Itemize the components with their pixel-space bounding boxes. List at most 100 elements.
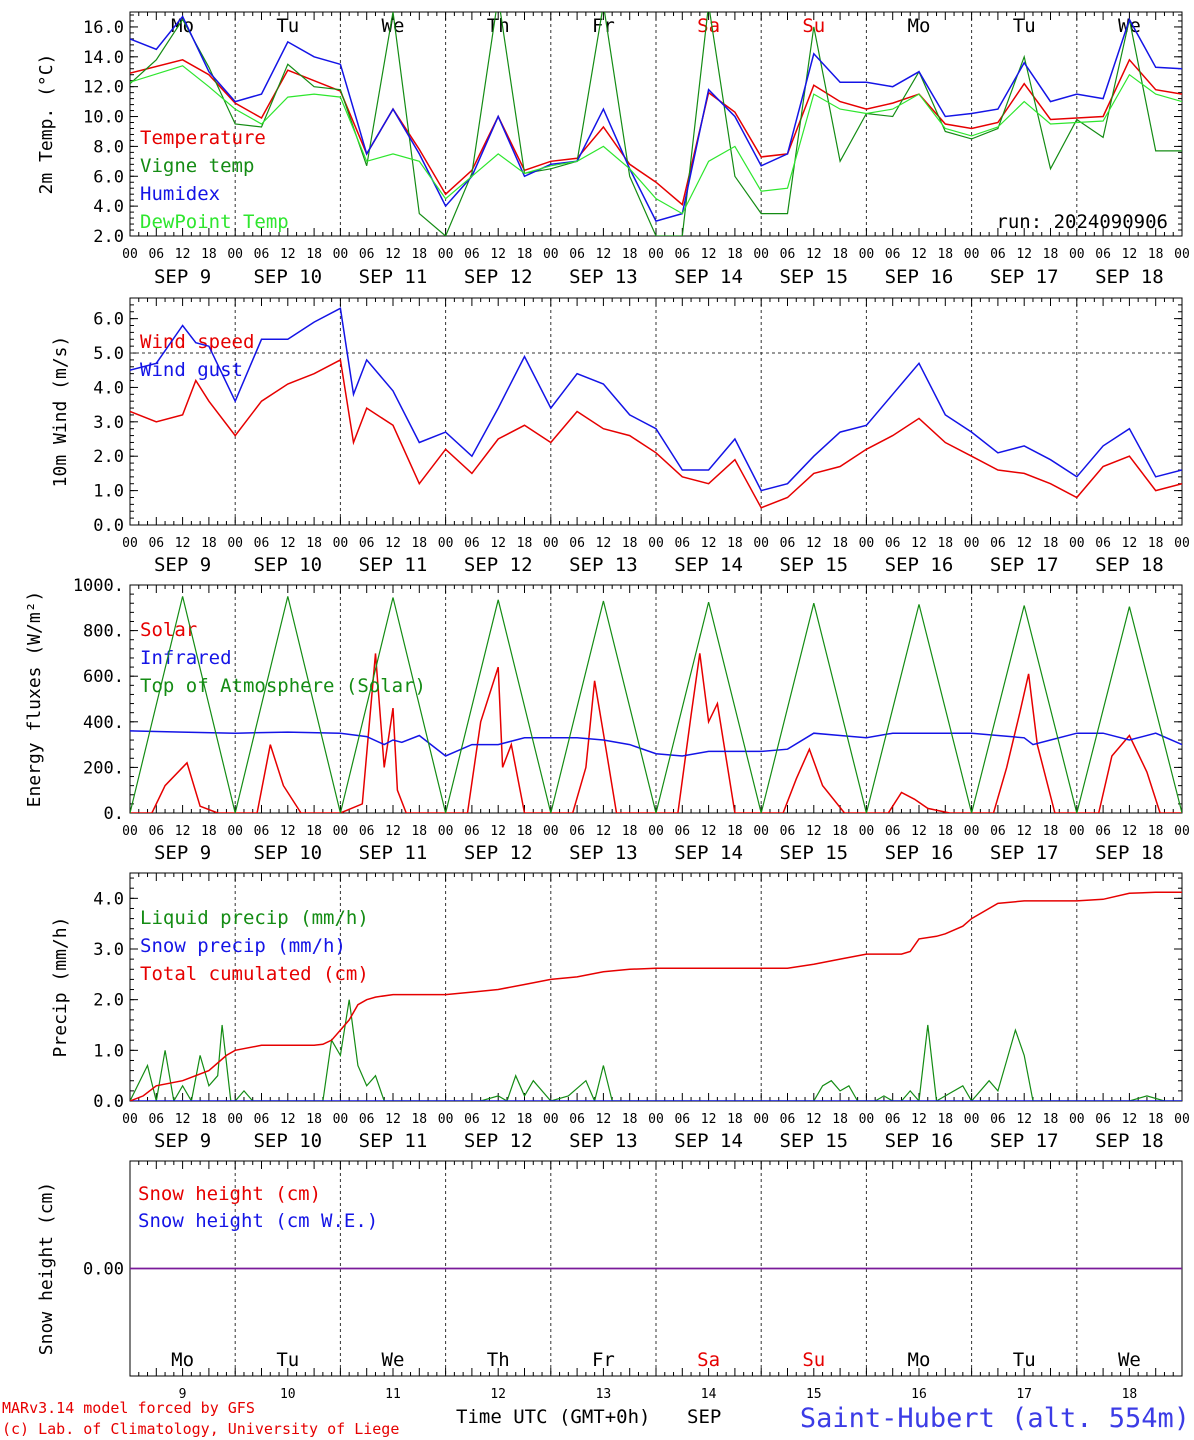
x-hour-label: 18 [832, 536, 848, 551]
x-hour-label: 18 [201, 536, 217, 551]
x-hour-label: 06 [464, 1112, 480, 1127]
x-hour-label: 12 [701, 247, 717, 262]
x-hour-label: 18 [517, 824, 533, 839]
x-hour-label: 18 [937, 1112, 953, 1127]
x-hour-label: 18 [727, 824, 743, 839]
x-hour-label: 06 [885, 536, 901, 551]
x-hour-label: 12 [806, 824, 822, 839]
x-hour-label: 06 [359, 247, 375, 262]
x-hour-label: 06 [1095, 247, 1111, 262]
y-tick-label: 12.0 [83, 78, 124, 98]
x-hour-label: 12 [385, 1112, 401, 1127]
x-date-label: SEP 16 [885, 266, 954, 288]
x-hour-label: 06 [990, 1112, 1006, 1127]
x-hour-label: 18 [1148, 824, 1164, 839]
day-number-label: 13 [596, 1387, 612, 1402]
x-hour-label: 18 [1043, 247, 1059, 262]
y-tick-label: 1000. [73, 576, 124, 596]
day-number-label: 17 [1016, 1387, 1032, 1402]
x-hour-label: 12 [911, 1112, 927, 1127]
y-tick-label: 1.0 [93, 1041, 124, 1061]
x-hour-label: 00 [859, 824, 875, 839]
x-hour-label: 00 [122, 824, 138, 839]
x-date-label: SEP 18 [1095, 554, 1164, 576]
day-abbr-label: Sa [697, 15, 720, 37]
x-hour-label: 12 [806, 247, 822, 262]
x-hour-label: 12 [175, 824, 191, 839]
x-hour-label: 18 [937, 247, 953, 262]
day-number-label: 11 [385, 1387, 401, 1402]
x-hour-label: 12 [385, 536, 401, 551]
x-hour-label: 00 [227, 824, 243, 839]
x-hour-label: 00 [438, 1112, 454, 1127]
x-hour-label: 12 [1122, 536, 1138, 551]
x-hour-label: 00 [543, 1112, 559, 1127]
x-hour-label: 00 [859, 247, 875, 262]
day-abbr-label: We [1118, 1349, 1141, 1371]
y-tick-label: 4.0 [93, 889, 124, 909]
x-hour-label: 00 [859, 536, 875, 551]
day-abbr-label: Mo [171, 1349, 194, 1371]
x-hour-label: 00 [964, 536, 980, 551]
x-hour-label: 06 [885, 1112, 901, 1127]
day-number-label: 12 [490, 1387, 506, 1402]
x-date-label: SEP 16 [885, 1130, 954, 1152]
x-hour-label: 18 [201, 824, 217, 839]
day-abbr-label: Tu [276, 15, 299, 37]
x-hour-label: 18 [517, 536, 533, 551]
day-abbr-label: Tu [276, 1349, 299, 1371]
x-date-label: SEP 14 [674, 266, 743, 288]
x-date-label: SEP 15 [779, 266, 848, 288]
panel-snow: 0.00 Snow height (cm) Snow height (cm) Snow… [36, 1160, 1183, 1402]
x-date-label: SEP 18 [1095, 266, 1164, 288]
y-tick-label: 6.0 [93, 310, 124, 330]
x-hour-label: 18 [1043, 536, 1059, 551]
x-date-label: SEP 12 [464, 554, 533, 576]
x-hour-label: 12 [1016, 824, 1032, 839]
legend-entry: Infrared [140, 647, 232, 669]
x-date-label: SEP 11 [359, 842, 428, 864]
x-hour-label: 06 [148, 536, 164, 551]
x-date-label: SEP 13 [569, 266, 638, 288]
legend-entry: Temperature [140, 127, 266, 149]
y-axis-label: Energy fluxes (W/m²) [24, 591, 45, 808]
legend-entry: Snow height (cm) [138, 1183, 321, 1205]
x-hour-label: 06 [780, 247, 796, 262]
series-line-temperature [130, 58, 1182, 206]
day-abbr-label: We [1118, 15, 1141, 37]
series-line-wind-gust [130, 307, 1182, 492]
panel-precip: 0.0 1.0 2.0 3.0 4.0 Precip (mm/h) 00 06 12 18 00 06… [50, 872, 1190, 1152]
run-label: run: 2024090906 [996, 211, 1168, 233]
legend-entry: Solar [140, 619, 197, 641]
series-line-top-of-atmosphere-solar- [130, 596, 1182, 813]
x-date-label: SEP 13 [569, 1130, 638, 1152]
y-tick-label: 4.0 [93, 197, 124, 217]
x-hour-label: 00 [122, 536, 138, 551]
x-hour-label: 00 [1174, 824, 1190, 839]
x-hour-label: 00 [227, 536, 243, 551]
x-hour-label: 06 [1095, 1112, 1111, 1127]
x-hour-label: 00 [1069, 536, 1085, 551]
y-tick-label: 4.0 [93, 378, 124, 398]
x-hour-label: 12 [701, 536, 717, 551]
x-hour-label: 06 [674, 536, 690, 551]
x-hour-label: 18 [201, 247, 217, 262]
x-hour-label: 06 [1095, 536, 1111, 551]
day-abbr-label: We [382, 15, 405, 37]
x-date-label: SEP 17 [990, 266, 1059, 288]
x-hour-label: 06 [464, 247, 480, 262]
x-hour-label: 00 [964, 1112, 980, 1127]
footer-model: MARv3.14 model forced by GFS [2, 1399, 255, 1417]
x-hour-label: 12 [280, 1112, 296, 1127]
y-tick-label: 3.0 [93, 413, 124, 433]
x-hour-label: 12 [596, 536, 612, 551]
x-hour-label: 00 [438, 247, 454, 262]
panel-wind: 0.0 1.0 2.0 3.0 4.0 5.0 6.0 10m Wind (m/s) 00 06 1… [50, 297, 1190, 576]
x-hour-label: 06 [569, 1112, 585, 1127]
x-hour-label: 12 [1016, 1112, 1032, 1127]
x-date-label: SEP 10 [253, 554, 322, 576]
series-line-liquid-precip-mm-h- [130, 999, 1182, 1101]
day-abbr-label: We [382, 1349, 405, 1371]
day-abbr-label: Th [487, 15, 510, 37]
